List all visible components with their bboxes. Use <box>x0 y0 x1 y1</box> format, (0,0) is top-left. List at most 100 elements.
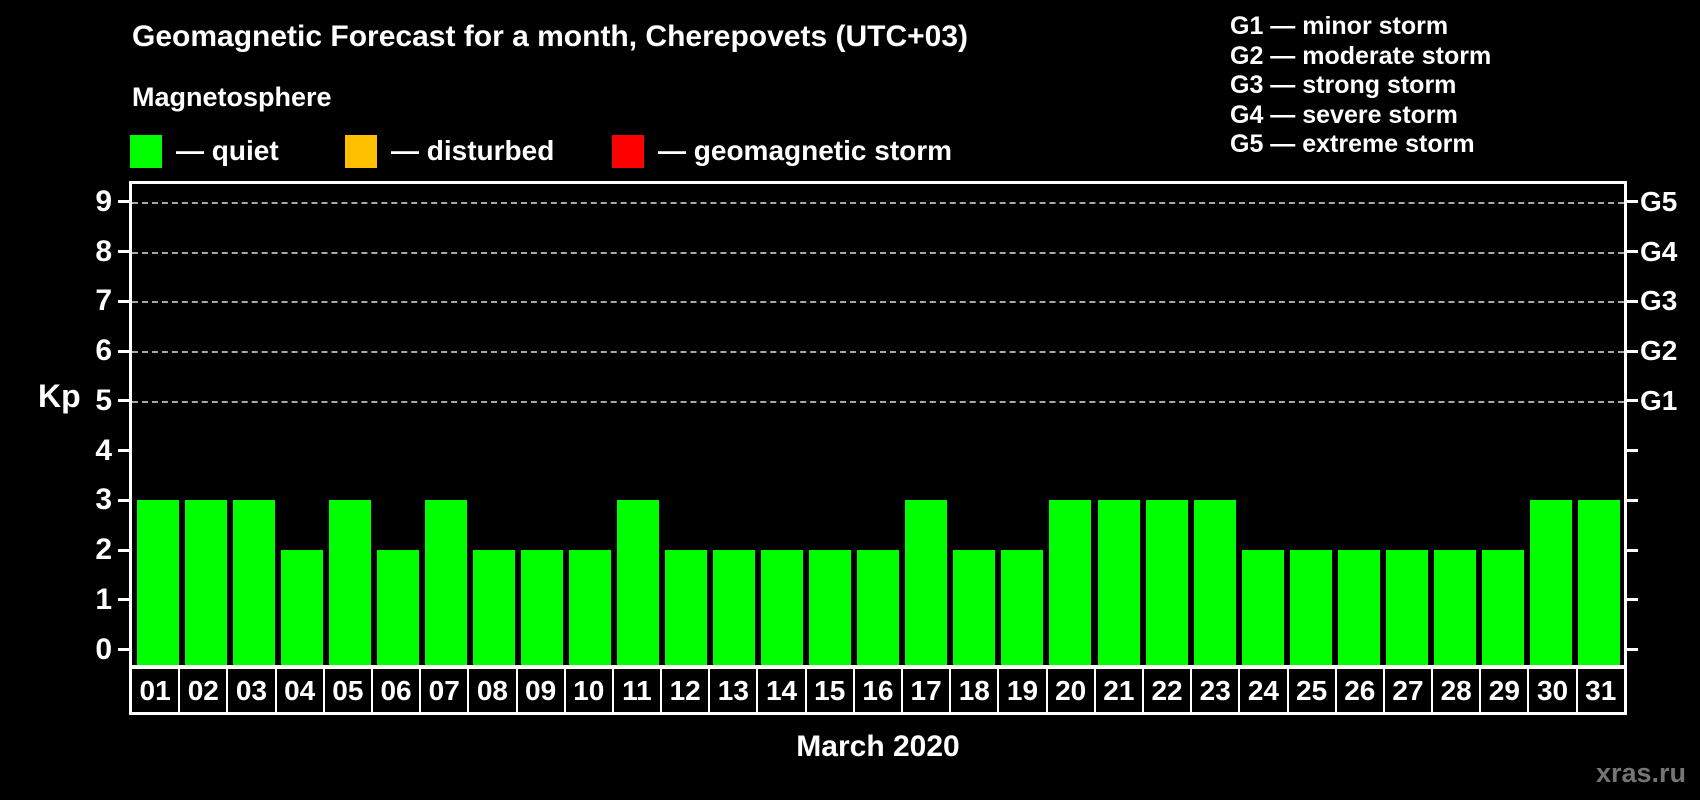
left-tick-kp3 <box>118 498 129 502</box>
kp-bar-day-17 <box>905 500 948 665</box>
day-label-19: 19 <box>997 669 1046 712</box>
kp-bar-day-12 <box>665 550 708 665</box>
kp-bar-day-21 <box>1097 500 1140 665</box>
left-tick-kp9 <box>118 200 129 204</box>
gridline-kp9 <box>132 201 1624 204</box>
kp-bar-day-05 <box>328 500 371 665</box>
kp-bar-day-11 <box>617 500 659 665</box>
watermark: xras.ru <box>1595 758 1686 788</box>
y-tick-label-8: 8 <box>95 234 112 268</box>
day-label-17: 17 <box>901 669 950 712</box>
y-tick-label-1: 1 <box>95 582 112 616</box>
page-title: Geomagnetic Forecast for a month, Cherep… <box>132 20 969 53</box>
kp-legend-item-quiet: — quiet <box>130 134 279 168</box>
right-tick-kp0 <box>1627 648 1638 651</box>
left-tick-kp5 <box>118 399 129 403</box>
kp-bar-day-02 <box>184 500 227 665</box>
right-tick-kp6 <box>1627 349 1638 353</box>
kp-bar-day-28 <box>1433 550 1476 665</box>
day-label-29: 29 <box>1479 669 1528 712</box>
left-tick-kp1 <box>118 598 129 602</box>
g-legend-line-3: G3 — strong storm <box>1230 71 1457 99</box>
right-tick-kp4 <box>1627 449 1638 452</box>
left-tick-kp7 <box>118 299 129 303</box>
g-legend-line-5: G5 — extreme storm <box>1230 130 1475 158</box>
y-tick-label-3: 3 <box>95 483 112 517</box>
kp-bar-day-13 <box>713 550 756 665</box>
right-axis-label-g5: G5 <box>1640 185 1678 217</box>
kp-bar-day-09 <box>520 550 563 665</box>
day-label-31: 31 <box>1575 669 1624 712</box>
day-label-26: 26 <box>1334 669 1383 712</box>
kp-legend-item-geomagnetic-storm: — geomagnetic storm <box>612 134 952 168</box>
kp-bar-day-14 <box>761 550 804 665</box>
kp-bar-day-15 <box>809 550 852 665</box>
kp-bar-day-03 <box>232 500 275 665</box>
kp-bar-day-06 <box>376 550 419 665</box>
y-tick-label-7: 7 <box>95 284 112 318</box>
right-tick-kp5 <box>1627 399 1638 403</box>
right-tick-kp9 <box>1627 200 1638 204</box>
kp-legend-item-disturbed: — disturbed <box>345 134 554 168</box>
gridline-kp5 <box>132 400 1624 403</box>
disturbed-color-swatch <box>345 134 377 168</box>
kp-legend-label: — quiet <box>176 135 279 166</box>
day-label-03: 03 <box>226 669 275 712</box>
day-label-01: 01 <box>132 669 179 712</box>
right-axis-label-g1: G1 <box>1640 384 1678 416</box>
day-label-20: 20 <box>1045 669 1094 712</box>
day-label-08: 08 <box>467 669 516 712</box>
gridline-kp8 <box>132 251 1624 254</box>
day-axis-row: 01 02 03 04 05 06 07 08 09 10 11 12 13 14 15 16 17 18 19 20… <box>129 666 1627 715</box>
y-tick-label-6: 6 <box>95 334 112 367</box>
day-label-28: 28 <box>1431 669 1480 712</box>
kp-legend-label: — disturbed <box>391 135 555 166</box>
day-label-05: 05 <box>322 669 371 712</box>
right-axis-label-g2: G2 <box>1640 335 1678 366</box>
day-label-25: 25 <box>1286 669 1335 712</box>
kp-legend-label: — geomagnetic storm <box>658 135 953 166</box>
left-tick-kp8 <box>118 250 129 253</box>
y-tick-label-9: 9 <box>95 184 112 218</box>
day-label-12: 12 <box>660 669 709 712</box>
day-label-06: 06 <box>370 669 420 712</box>
day-label-04: 04 <box>274 669 323 712</box>
kp-bar-day-31 <box>1578 500 1620 665</box>
kp-bar-day-20 <box>1049 500 1092 665</box>
right-tick-kp2 <box>1627 548 1638 552</box>
kp-bar-day-22 <box>1145 500 1188 665</box>
x-axis-title: March 2020 <box>796 730 960 763</box>
day-label-30: 30 <box>1527 669 1576 712</box>
left-tick-kp2 <box>118 548 129 552</box>
plot-inner <box>132 184 1624 665</box>
kp-bar-day-27 <box>1385 550 1428 665</box>
right-tick-kp8 <box>1627 250 1638 253</box>
day-label-02: 02 <box>178 669 227 712</box>
y-tick-label-4: 4 <box>95 433 112 467</box>
day-label-21: 21 <box>1093 669 1142 712</box>
right-tick-kp3 <box>1627 498 1638 502</box>
kp-bar-day-01 <box>136 500 179 665</box>
day-label-07: 07 <box>419 669 468 712</box>
y-tick-label-2: 2 <box>95 533 112 566</box>
day-label-24: 24 <box>1238 669 1287 712</box>
kp-bar-day-16 <box>857 550 900 665</box>
kp-bar-day-23 <box>1193 500 1236 665</box>
kp-bar-day-08 <box>472 550 515 665</box>
quiet-color-swatch <box>130 134 162 168</box>
kp-bar-day-07 <box>424 500 467 665</box>
g-scale-legend: G1 — minor storm G2 — moderate storm G3 — … <box>1230 12 1491 160</box>
g-legend-line-2: G2 — moderate storm <box>1230 41 1492 70</box>
y-tick-label-0: 0 <box>95 632 112 666</box>
geomagnetic-storm-color-swatch <box>612 134 644 168</box>
day-label-15: 15 <box>804 669 853 712</box>
kp-bar-day-24 <box>1241 550 1284 665</box>
left-tick-kp6 <box>118 349 129 353</box>
day-label-11: 11 <box>611 669 661 712</box>
day-label-14: 14 <box>756 669 805 712</box>
kp-bar-day-04 <box>280 550 323 665</box>
day-label-13: 13 <box>708 669 757 712</box>
right-axis-label-g3: G3 <box>1640 285 1678 317</box>
day-label-27: 27 <box>1382 669 1432 712</box>
right-tick-kp1 <box>1627 598 1638 602</box>
